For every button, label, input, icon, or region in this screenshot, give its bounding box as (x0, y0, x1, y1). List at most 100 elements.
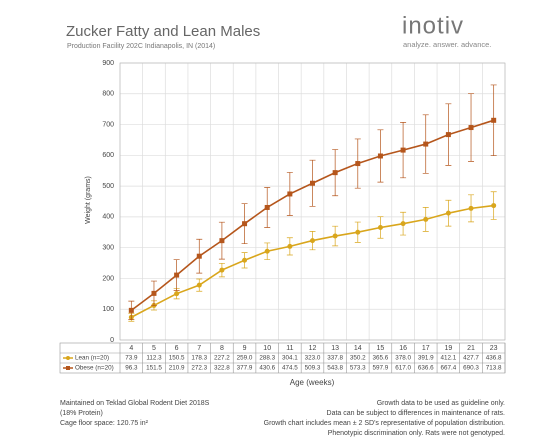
table-value: 365.6 (373, 355, 389, 362)
point (468, 205, 474, 211)
point (491, 203, 497, 209)
y-axis-label: Weight (grams) (85, 176, 92, 224)
y-tick-label: 100 (102, 306, 114, 313)
point (219, 238, 225, 244)
table-value: 391.9 (418, 355, 434, 362)
table-value: 272.3 (191, 365, 207, 372)
table-value: 412.1 (440, 355, 456, 362)
x-tick-label: 23 (490, 345, 498, 352)
table-value: 474.5 (282, 365, 298, 372)
point (400, 221, 406, 227)
table-value: 151.5 (146, 365, 162, 372)
point (264, 204, 270, 210)
tagline: analyze. answer. advance. (403, 40, 491, 49)
point (332, 170, 338, 176)
point (423, 216, 429, 222)
point (377, 224, 383, 230)
point (242, 221, 248, 227)
x-axis-label: Age (weeks) (290, 378, 335, 387)
x-tick-label: 13 (331, 345, 339, 352)
x-tick-label: 7 (197, 345, 201, 352)
point (196, 282, 202, 288)
x-tick-label: 9 (243, 345, 247, 352)
x-tick-label: 10 (263, 345, 271, 352)
table-value: 227.2 (214, 355, 230, 362)
point (128, 307, 134, 313)
point (310, 180, 315, 186)
x-tick-label: 12 (309, 345, 317, 352)
y-tick-label: 600 (102, 152, 114, 159)
point (491, 117, 497, 123)
table-value: 323.0 (305, 355, 321, 362)
x-tick-label: 6 (175, 345, 179, 352)
table-value: 73.9 (125, 355, 138, 362)
table-value: 304.1 (282, 355, 298, 362)
plot-frame (119, 62, 506, 341)
table-value: 112.3 (146, 355, 162, 362)
y-tick-label: 700 (102, 121, 114, 128)
table-value: 713.8 (486, 365, 502, 372)
note-left: Cage floor space: 120.75 in² (60, 420, 149, 427)
point (219, 267, 225, 273)
point (310, 238, 315, 244)
point (196, 253, 202, 259)
table-value: 259.0 (237, 355, 253, 362)
table-value: 337.8 (327, 355, 343, 362)
table-value: 322.8 (214, 365, 230, 372)
y-tick-label: 300 (102, 245, 114, 252)
x-tick-label: 11 (286, 345, 293, 352)
table-value: 427.7 (463, 355, 479, 362)
y-tick-label: 500 (102, 183, 114, 190)
legend-label: Obese (n=20) (75, 365, 114, 372)
point (264, 248, 270, 254)
y-tick-label: 800 (102, 91, 114, 98)
point (355, 229, 361, 235)
point (423, 141, 429, 147)
table-value: 430.6 (259, 365, 275, 372)
x-tick-label: 8 (220, 345, 224, 352)
note-right: Growth chart includes mean ± 2 SD's repr… (264, 420, 505, 427)
x-tick-label: 5 (152, 345, 156, 352)
table-value: 378.0 (395, 355, 411, 362)
legend-label: Lean (n=20) (75, 355, 109, 362)
legend-marker (66, 356, 70, 360)
x-tick-label: 19 (444, 345, 452, 352)
note-right: Growth data to be used as guideline only… (377, 400, 505, 407)
x-tick-label: 17 (422, 345, 430, 352)
point (445, 132, 451, 138)
note-right: Phenotypic discrimination only. Rats wer… (328, 430, 505, 437)
table-value: 509.3 (305, 365, 321, 372)
table-value: 573.3 (350, 365, 366, 372)
point (400, 147, 406, 153)
y-tick-label: 200 (102, 275, 114, 282)
table-value: 178.3 (191, 355, 207, 362)
x-tick-label: 14 (354, 345, 362, 352)
point (151, 290, 157, 296)
series-line (130, 204, 494, 318)
table-value: 210.9 (169, 365, 185, 372)
table-value: 636.6 (418, 365, 434, 372)
table-value: 667.4 (440, 365, 456, 372)
y-tick-label: 0 (110, 337, 114, 344)
note-right: Data can be subject to differences in ma… (327, 410, 506, 417)
table-value: 150.5 (169, 355, 185, 362)
table-value: 288.3 (259, 355, 275, 362)
table-value: 96.3 (125, 365, 138, 372)
table-value: 350.2 (350, 355, 366, 362)
point (445, 210, 451, 216)
table-value: 690.3 (463, 365, 479, 372)
point (332, 233, 338, 239)
legend-marker (66, 366, 70, 370)
point (174, 291, 180, 297)
note-left: (18% Protein) (60, 410, 103, 417)
x-tick-label: 4 (129, 345, 133, 352)
chart-title: Zucker Fatty and Lean Males (66, 23, 260, 40)
table-value: 436.8 (486, 355, 502, 362)
x-tick-label: 15 (377, 345, 385, 352)
point (355, 161, 361, 167)
y-tick-label: 900 (102, 60, 114, 67)
point (287, 243, 293, 249)
point (242, 257, 248, 263)
table-value: 543.8 (327, 365, 343, 372)
